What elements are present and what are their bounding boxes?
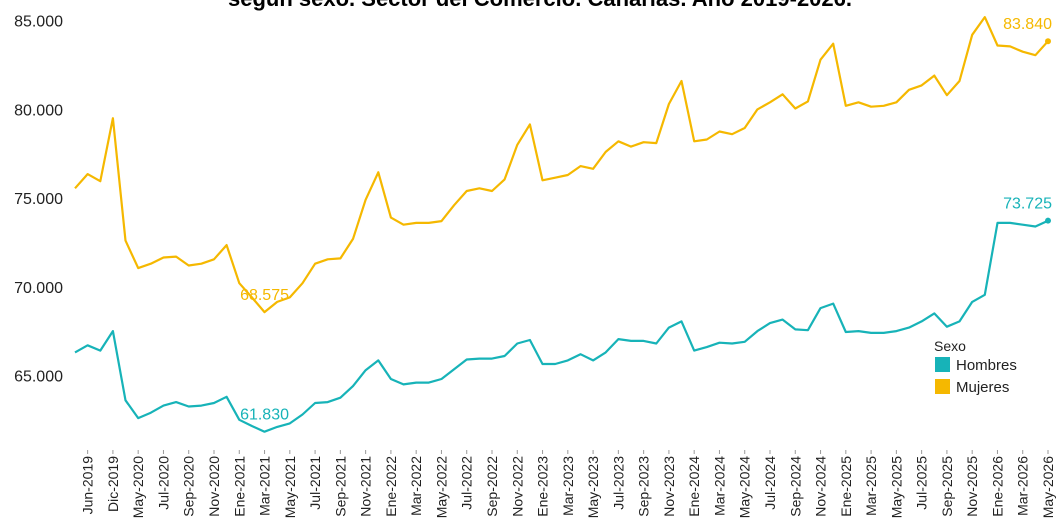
x-tick-label: Sep-2024 [787, 456, 803, 517]
x-tick-label: Nov-2024 [813, 456, 829, 517]
x-tick-label: Jun-2019 [80, 456, 96, 515]
data-label: 61.830 [240, 407, 289, 424]
y-tick-label: 75.000 [14, 191, 63, 208]
x-tick-label: Jul-2024 [762, 456, 778, 510]
x-tick-label: Mar-2022 [408, 456, 424, 516]
x-tick-label: Ene-2023 [535, 456, 551, 517]
x-tick-label: Sep-2025 [939, 456, 955, 517]
series-line [74, 219, 1049, 433]
x-tick-label: May-2023 [585, 456, 601, 518]
x-tick-label: Nov-2023 [661, 456, 677, 517]
legend-swatch [935, 379, 950, 394]
legend-label: Hombres [956, 357, 1017, 374]
legend-label: Mujeres [956, 379, 1009, 396]
y-tick-label: 65.000 [14, 368, 63, 385]
data-label: 68.575 [240, 287, 289, 304]
x-tick-label: Ene-2024 [686, 456, 702, 517]
x-tick-label: May-2025 [888, 456, 904, 518]
y-tick-label: 70.000 [14, 280, 63, 297]
x-tick-label: Jul-2025 [914, 456, 930, 510]
x-tick-label: Sep-2022 [484, 456, 500, 517]
x-tick-label: Sep-2021 [332, 456, 348, 517]
data-label: 73.725 [1003, 196, 1052, 213]
x-tick-label: Jul-2021 [307, 456, 323, 510]
x-tick-label: Mar-2021 [257, 456, 273, 516]
x-tick-label: Ene-2026 [989, 456, 1005, 517]
x-tick-label: Mar-2025 [863, 456, 879, 516]
x-tick-label: Ene-2021 [231, 456, 247, 517]
x-tick-label: Jul-2022 [459, 456, 475, 510]
y-tick-label: 80.000 [14, 102, 63, 119]
x-tick-label: May-2024 [737, 456, 753, 518]
x-tick-label: Mar-2023 [560, 456, 576, 516]
x-tick-label: Sep-2020 [181, 456, 197, 517]
chart-title: según sexo. Sector del Comercio. Canaria… [228, 0, 852, 11]
x-tick-label: May-2021 [282, 456, 298, 518]
x-tick-label: May-2026 [1040, 456, 1056, 518]
x-tick-label: Ene-2022 [383, 456, 399, 517]
x-tick-label: Nov-2022 [509, 456, 525, 517]
x-tick-label: Nov-2020 [206, 456, 222, 517]
series-line [74, 16, 1049, 314]
end-marker [1045, 38, 1051, 45]
x-tick-label: Jul-2020 [155, 456, 171, 510]
x-tick-label: May-2020 [130, 456, 146, 518]
legend-title: Sexo [934, 338, 966, 354]
end-marker [1045, 217, 1051, 224]
x-tick-label: Mar-2024 [711, 456, 727, 516]
legend-swatch [935, 357, 950, 372]
y-tick-label: 85.000 [14, 14, 63, 31]
x-tick-label: Dic-2019 [105, 456, 121, 512]
x-tick-label: Mar-2026 [1015, 456, 1031, 516]
x-tick-label: Nov-2021 [358, 456, 374, 517]
x-tick-label: Nov-2025 [964, 456, 980, 517]
x-tick-label: Ene-2025 [838, 456, 854, 517]
x-tick-label: Sep-2023 [636, 456, 652, 517]
data-label: 83.840 [1003, 16, 1052, 33]
x-tick-label: May-2022 [433, 456, 449, 518]
x-tick-label: Jul-2023 [610, 456, 626, 510]
